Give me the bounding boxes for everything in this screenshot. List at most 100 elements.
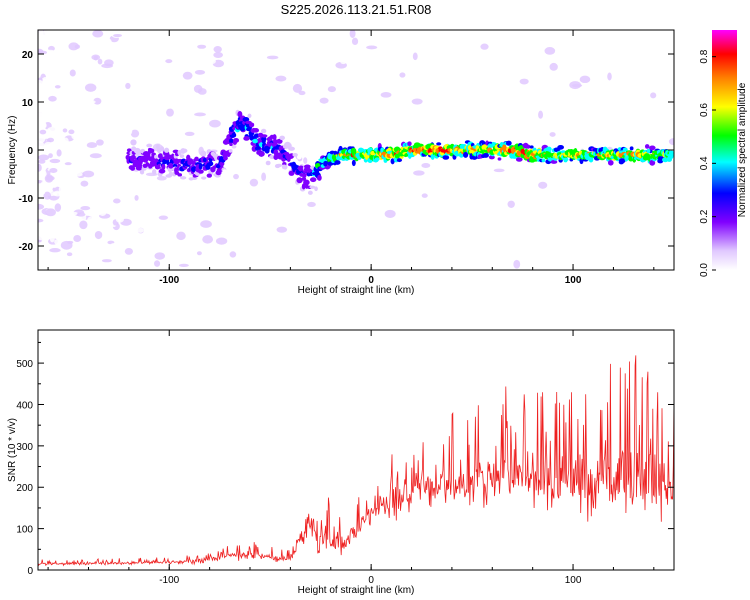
heatmap-noise-blob	[49, 234, 55, 243]
heatmap-ridge-cell	[232, 137, 240, 143]
heatmap-ridge-cell	[317, 174, 322, 181]
heatmap-noise-blob	[254, 82, 261, 90]
heatmap-ridge-cell	[248, 122, 255, 128]
heatmap-noise-blob	[64, 162, 72, 166]
heatmap-noise-blob	[56, 149, 62, 157]
heatmap-noise-blob	[364, 171, 375, 180]
heatmap-noise-blob	[38, 42, 48, 49]
heatmap-noise-blob	[183, 256, 192, 263]
heatmap-noise-blob	[351, 37, 359, 46]
heatmap-noise-blob	[109, 243, 120, 250]
heatmap-ridge-cell	[180, 148, 188, 154]
heatmap-noise-blob	[154, 252, 166, 260]
heatmap-ridge-cell	[281, 164, 287, 170]
heatmap-noise-blob	[47, 126, 59, 133]
heatmap-noise-blob	[662, 198, 674, 206]
heatmap-ridge-cell	[607, 159, 614, 166]
heatmap-noise-blob	[233, 173, 239, 180]
heatmap-ridge-cell	[314, 186, 318, 192]
heatmap-noise-blob	[549, 62, 558, 71]
heatmap-noise-blob	[127, 238, 132, 244]
heatmap-noise-blob	[213, 46, 222, 53]
heatmap-ridge-cell	[557, 144, 564, 150]
heatmap-noise-blob	[38, 244, 48, 254]
heatmap-noise-blob	[558, 256, 569, 264]
heatmap-ridge-cell	[351, 159, 356, 167]
heatmap-noise-blob	[94, 130, 102, 135]
heatmap-noise-blob	[89, 257, 100, 262]
heatmap-noise-blob	[142, 189, 155, 197]
heatmap-ridge-cell	[550, 160, 558, 164]
heatmap-noise-blob	[115, 215, 125, 223]
heatmap-noise-blob	[313, 237, 318, 244]
heatmap-ridge-cell	[265, 146, 271, 151]
heatmap-noise-blob	[45, 84, 50, 90]
heatmap-ridge-cell	[303, 179, 310, 186]
heatmap-ridge-cell	[249, 134, 254, 141]
heatmap-ylabel: Frequency (Hz)	[7, 116, 18, 185]
heatmap-ridge-cell	[219, 161, 225, 167]
heatmap-noise-blob	[203, 208, 214, 216]
heatmap-noise-blob	[93, 55, 99, 61]
heatmap-noise-blob	[85, 237, 98, 247]
heatmap-noise-blob	[339, 57, 347, 65]
heatmap-noise-blob	[593, 111, 604, 115]
heatmap-ridge-cell	[164, 147, 170, 153]
heatmap-x-ticks: -100 0 100	[47, 30, 655, 286]
snr-x-tick-label: -100	[159, 575, 179, 586]
heatmap-noise-blob	[498, 90, 509, 95]
heatmap-noise-blob	[224, 30, 233, 36]
heatmap-ridge-cell	[158, 168, 166, 174]
heatmap-noise-blob	[60, 240, 73, 250]
heatmap-noise-blob	[133, 103, 145, 112]
heatmap-noise-blob	[62, 128, 68, 133]
heatmap-noise-blob	[153, 196, 163, 204]
heatmap-noise-blob	[59, 100, 66, 107]
heatmap-ridge-cell	[272, 134, 277, 141]
snr-x-tick-label: 0	[368, 575, 374, 586]
heatmap-noise-blob	[62, 30, 68, 36]
heatmap-noise-blob	[286, 52, 296, 60]
heatmap-ridge-cell	[206, 173, 213, 178]
heatmap-noise-blob	[122, 125, 129, 130]
heatmap-noise-blob	[507, 200, 515, 208]
heatmap-noise-blob	[49, 158, 61, 164]
heatmap-noise-blob	[202, 235, 214, 244]
heatmap-ridge-cell	[229, 138, 234, 144]
heatmap-ridge-cell	[644, 144, 650, 149]
heatmap-ridge-cell	[279, 135, 285, 141]
heatmap-ridge-cell	[139, 169, 145, 175]
heatmap-noise-blob	[119, 37, 127, 43]
heatmap-ridge-cell	[190, 160, 197, 165]
heatmap-noise-blob	[94, 230, 103, 240]
heatmap-noise-blob	[76, 212, 86, 217]
heatmap-noise-blob	[44, 174, 54, 183]
heatmap-ridge-cell	[297, 165, 304, 171]
heatmap-ridge-cell	[334, 160, 341, 165]
heatmap-noise-blob	[38, 233, 47, 241]
heatmap-noise-blob	[70, 211, 78, 216]
heatmap-noise-blob	[215, 237, 228, 245]
heatmap-ridge-cell	[563, 157, 569, 162]
heatmap-noise-blob	[137, 201, 143, 208]
heatmap-noise-blob	[549, 132, 556, 137]
heatmap-noise-blob	[78, 55, 89, 63]
heatmap-y-tick-label: 20	[22, 50, 34, 61]
snr-plot-bg	[38, 330, 674, 570]
heatmap-noise-blob	[118, 137, 125, 146]
heatmap-noise-blob	[480, 43, 489, 50]
heatmap-noise-blob	[107, 53, 119, 59]
heatmap-noise-blob	[258, 192, 266, 201]
heatmap-noise-blob	[60, 71, 70, 81]
heatmap-noise-blob	[130, 129, 140, 138]
heatmap-noise-blob	[168, 50, 177, 55]
heatmap-noise-blob	[175, 197, 182, 204]
heatmap-noise-blob	[38, 190, 46, 195]
heatmap-ridge-cell	[208, 161, 214, 167]
heatmap-noise-blob	[541, 243, 550, 250]
heatmap-noise-blob	[384, 209, 396, 218]
snr-x-ticks: -100 0 100	[47, 330, 655, 586]
heatmap-noise-blob	[244, 74, 254, 81]
heatmap-ridge-cell	[416, 143, 424, 147]
heatmap-ridge-cell	[231, 132, 237, 138]
